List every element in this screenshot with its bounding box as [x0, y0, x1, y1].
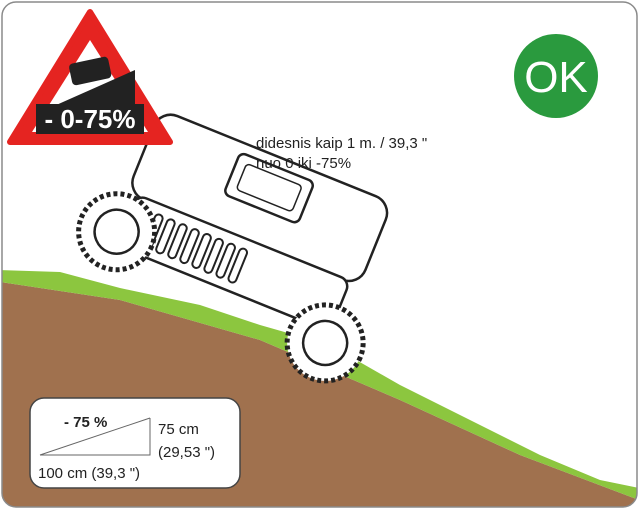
status-badge: OK — [514, 34, 598, 118]
slope-title: - 75 % — [64, 414, 107, 431]
slope-box: - 75 % 75 cm (29,53 ") 100 cm (39,3 ") — [29, 397, 241, 489]
description-line: nuo 0 iki -75% — [256, 155, 351, 172]
height-inches: (29,53 ") — [158, 444, 215, 461]
status-label: OK — [524, 53, 588, 102]
warning-sign: - 0-75% — [7, 9, 173, 145]
height-label: 75 cm — [158, 421, 199, 438]
robot-mower — [76, 113, 389, 384]
description-line: didesnis kaip 1 m. / 39,3 " — [256, 135, 427, 152]
warning-label: - 0-75% — [44, 104, 135, 134]
base-label: 100 cm (39,3 ") — [38, 465, 140, 482]
